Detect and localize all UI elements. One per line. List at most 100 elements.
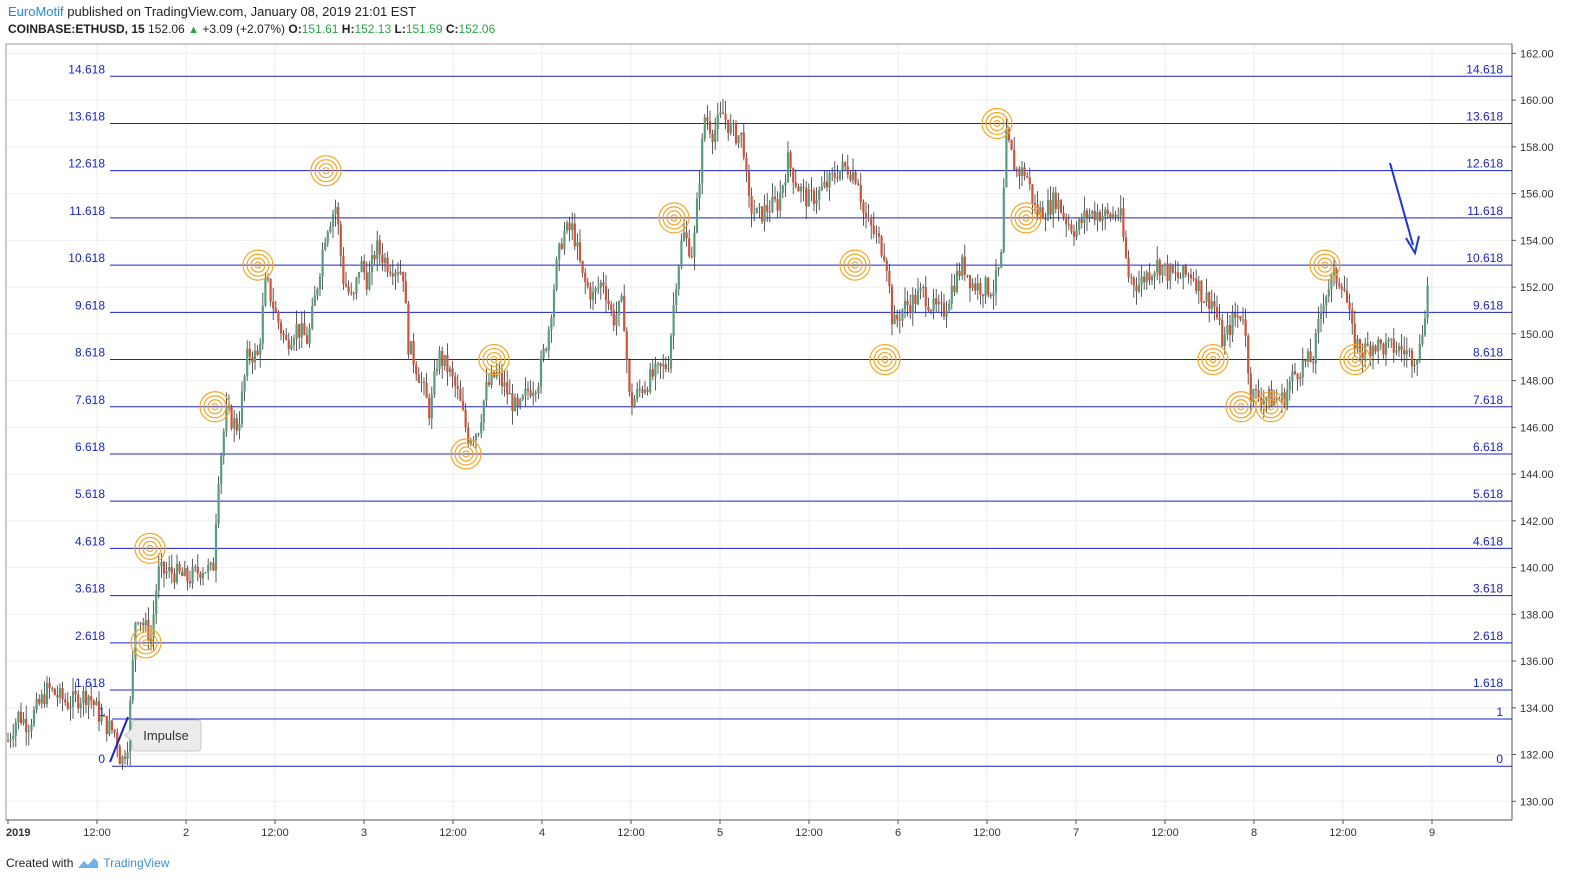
fib-level-label-right: 11.618 [1467, 204, 1503, 218]
candle-body [428, 397, 431, 419]
candle-body [953, 285, 956, 292]
candle-body [269, 278, 272, 302]
fib-level-label-left: 0 [98, 752, 105, 766]
candle-body [716, 114, 719, 130]
candle-body [61, 687, 64, 700]
candle-body [105, 715, 108, 735]
candle-body [178, 563, 181, 572]
candle-body [615, 314, 618, 326]
candle-body [1093, 211, 1096, 221]
symbol-label[interactable]: COINBASE:ETHUSD, 15 [8, 22, 145, 36]
pivot-marker-ring [462, 450, 470, 458]
candle-body [1046, 200, 1050, 220]
candle-body [929, 310, 933, 312]
candle-body [69, 706, 72, 709]
candle-body [880, 236, 883, 256]
candle-body [524, 388, 527, 396]
candle-body [1145, 272, 1148, 283]
pivot-marker-ring [851, 261, 859, 269]
candle-body [1314, 333, 1317, 364]
pivot-marker-ring [981, 107, 1013, 140]
time-axis[interactable]: 2019 12:00 2 12:00 3 12:00 4 12:00 5 12:00 6 12:00 7… [6, 820, 1435, 839]
candle-body [963, 256, 966, 275]
candle-body [1371, 345, 1375, 357]
candle-body [1057, 200, 1060, 209]
candle-body [129, 700, 132, 753]
candle-body [376, 240, 379, 260]
candle-body [511, 393, 514, 411]
candle-body [812, 190, 816, 204]
author-link[interactable]: EuroMotif [8, 4, 64, 19]
candle-body [1205, 292, 1208, 303]
pivot-marker-ring [1255, 391, 1287, 423]
candle-body [1130, 277, 1133, 279]
candle-body [617, 300, 621, 315]
impulse-label[interactable]: Impulse [109, 716, 202, 763]
candle-body [1148, 272, 1151, 281]
candle-body [71, 690, 75, 707]
candle-body [399, 271, 402, 274]
last-price: 152.06 [148, 22, 185, 36]
candle-body [1101, 216, 1104, 221]
candle-body [1033, 202, 1037, 205]
candle-body [391, 273, 394, 277]
price-change: +3.09 (+2.07%) [202, 22, 286, 36]
pivot-marker-ring [254, 261, 262, 269]
candle-body [792, 168, 795, 183]
candle-body [318, 276, 322, 290]
candle-body [555, 259, 558, 290]
pivot-marker-ring [1205, 351, 1221, 368]
candle-body [290, 344, 293, 350]
candle-body [383, 257, 387, 264]
candle-body [698, 183, 701, 199]
candle-body [695, 198, 699, 233]
candle-body [1182, 265, 1185, 278]
fib-extension-levels[interactable]: 0 0 1 11.618 1.618 2.618 2.618 3.618 3.618 4.618 4… [68, 62, 1512, 767]
candle-body [773, 196, 777, 200]
candle-body [456, 386, 459, 389]
candle-body [238, 424, 241, 431]
candle-body [1377, 339, 1380, 352]
publish-line: EuroMotif published on TradingView.com, … [8, 4, 416, 19]
pivot-marker-ring [1267, 403, 1275, 411]
candle-body [519, 399, 522, 407]
open-label: O: [288, 22, 302, 36]
pivot-marker-ring [839, 249, 871, 281]
candle-body [1127, 257, 1130, 278]
candle-body [810, 189, 813, 191]
candle-body [1187, 274, 1190, 276]
candle-body [893, 314, 896, 325]
candle-body [331, 214, 335, 227]
candle-body [740, 132, 743, 136]
x-tick-label: 6 [895, 827, 901, 839]
fib-level-label-right: 2.618 [1473, 629, 1503, 643]
down-arrow-annotation[interactable] [1389, 162, 1420, 256]
tradingview-brand[interactable]: TradingView [103, 856, 170, 870]
candle-body [1039, 207, 1042, 215]
candle-body [1135, 285, 1138, 292]
arrow-head-icon [1405, 235, 1420, 256]
candle-body [955, 270, 959, 292]
candle-body [209, 562, 212, 565]
x-tick-label: 12:00 [1329, 827, 1357, 839]
created-with-text: Created with [6, 856, 74, 870]
candle-body [1288, 381, 1291, 390]
candle-body [38, 698, 41, 704]
candle-body [1418, 343, 1421, 360]
candle-body [638, 388, 641, 390]
candle-body [430, 394, 433, 419]
candle-body [831, 172, 834, 174]
candle-body [935, 298, 938, 305]
price-axis[interactable]: 162.00 160.00 158.00 156.00 154.00 152.00 150.… [1512, 48, 1554, 808]
candle-body [701, 138, 704, 184]
candle-body [581, 260, 584, 273]
up-arrow-icon: ▲ [188, 24, 199, 36]
candle-body [1002, 187, 1005, 253]
candle-body [1137, 284, 1141, 292]
candle-body [435, 368, 439, 372]
candle-body [885, 260, 888, 271]
candle-body [1163, 263, 1167, 267]
candle-body [721, 112, 725, 114]
fib-level-label-left: 6.618 [75, 440, 105, 454]
